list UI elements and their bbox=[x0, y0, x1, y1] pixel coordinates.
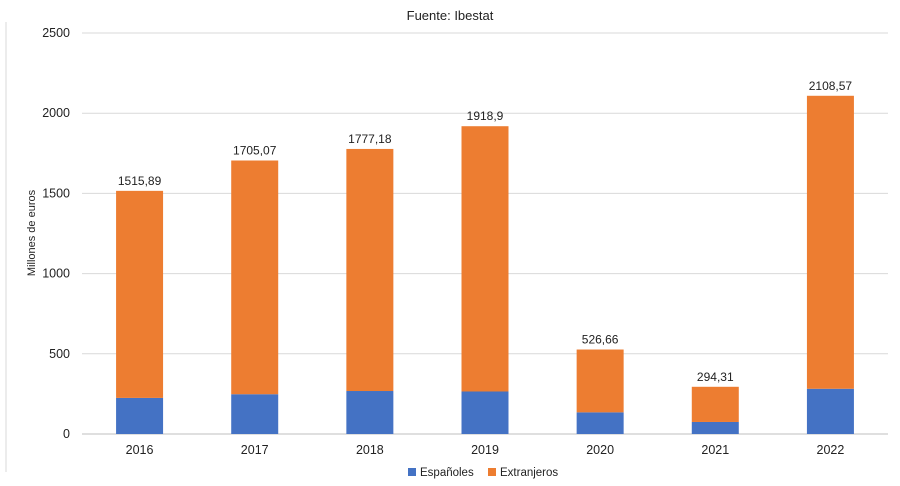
y-tick-label: 2500 bbox=[42, 26, 70, 40]
y-tick-label: 500 bbox=[49, 347, 70, 361]
bar-segment bbox=[461, 391, 509, 434]
y-tick-label: 0 bbox=[63, 427, 70, 441]
bar-segment bbox=[806, 95, 854, 389]
bar-segment bbox=[691, 386, 739, 422]
legend-swatch bbox=[488, 468, 496, 476]
data-labels: 1515,89 1705,07 1777,18 1918,9 526,66 294,31 2… bbox=[118, 79, 853, 384]
bar-segment bbox=[461, 126, 509, 392]
legend: Españoles Extranjeros bbox=[408, 467, 558, 479]
bar-segment bbox=[116, 397, 164, 434]
x-tick-label: 2018 bbox=[356, 443, 384, 457]
bar-segment bbox=[116, 190, 164, 398]
total-data-label: 294,31 bbox=[697, 370, 734, 384]
chart-title: Fuente: Ibestat bbox=[407, 8, 494, 23]
y-axis-title: Millones de euros bbox=[26, 189, 38, 276]
x-tick-label: 2019 bbox=[471, 443, 499, 457]
total-data-label: 2108,57 bbox=[809, 79, 853, 93]
x-tick-label: 2020 bbox=[586, 443, 614, 457]
bars bbox=[116, 95, 854, 434]
bar-segment bbox=[231, 160, 279, 395]
x-tick-label: 2016 bbox=[126, 443, 154, 457]
total-data-label: 1918,9 bbox=[467, 109, 504, 123]
bar-segment bbox=[576, 349, 624, 413]
legend-label: Extranjeros bbox=[500, 467, 558, 479]
x-tick-label: 2022 bbox=[817, 443, 845, 457]
y-axis-ticks: 0 500 1000 1500 2000 2500 bbox=[42, 26, 70, 441]
x-tick-label: 2021 bbox=[701, 443, 729, 457]
bar-segment bbox=[231, 394, 279, 434]
bar-segment bbox=[346, 148, 394, 392]
total-data-label: 1777,18 bbox=[348, 132, 392, 146]
y-tick-label: 1500 bbox=[42, 186, 70, 200]
bar-segment bbox=[691, 421, 739, 434]
legend-label: Españoles bbox=[420, 467, 474, 479]
y-tick-label: 2000 bbox=[42, 106, 70, 120]
total-data-label: 1515,89 bbox=[118, 174, 162, 188]
bar-segment bbox=[576, 412, 624, 434]
y-tick-label: 1000 bbox=[42, 267, 70, 281]
total-data-label: 526,66 bbox=[582, 333, 619, 347]
bar-segment bbox=[806, 388, 854, 434]
legend-swatch bbox=[408, 468, 416, 476]
bar-segment bbox=[346, 391, 394, 434]
x-axis-ticks: 2016 2017 2018 2019 2020 2021 2022 bbox=[126, 443, 845, 457]
x-tick-label: 2017 bbox=[241, 443, 269, 457]
total-data-label: 1705,07 bbox=[233, 144, 277, 158]
